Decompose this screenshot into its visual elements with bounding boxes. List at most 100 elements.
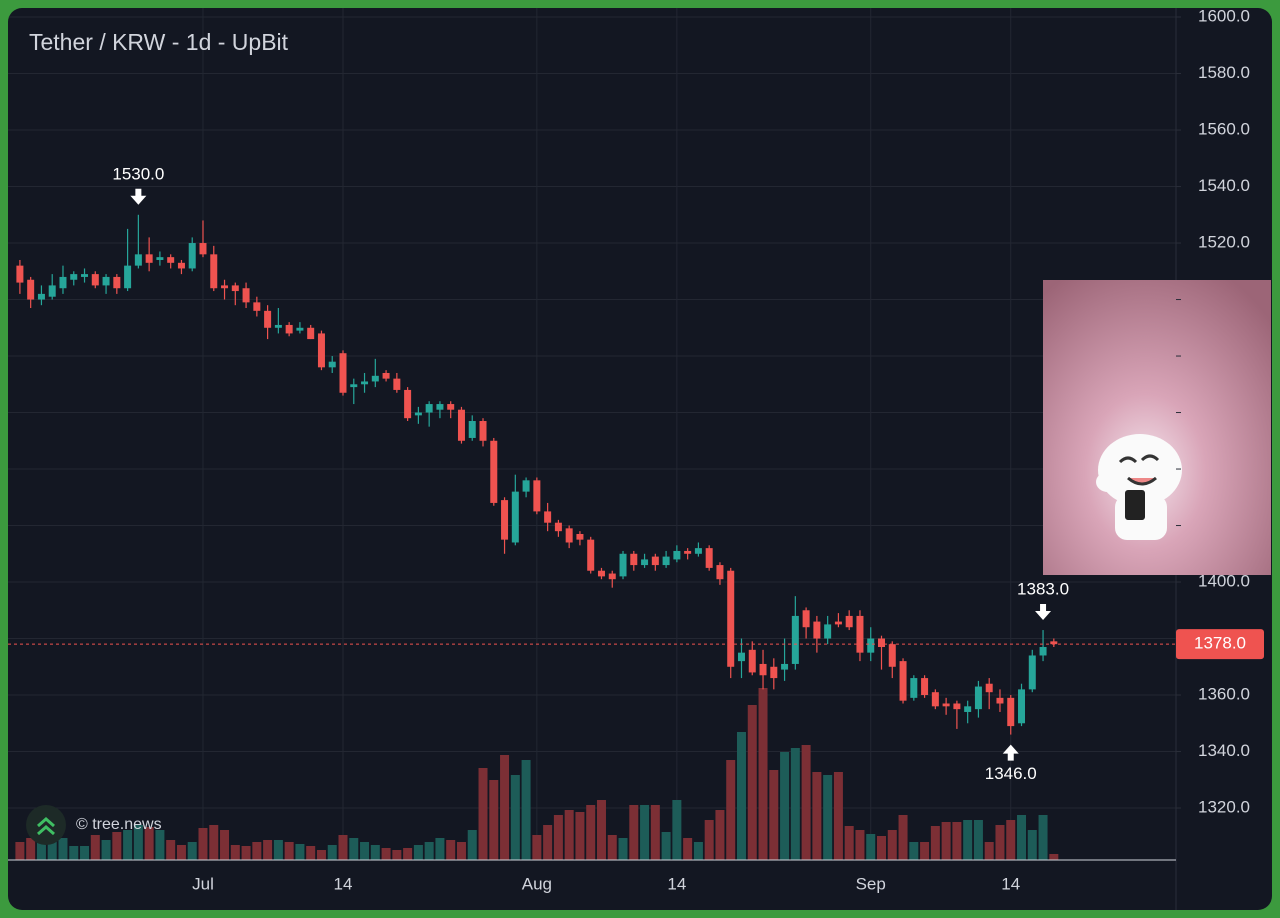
volume-bar	[747, 705, 757, 860]
volume-bar	[736, 732, 746, 860]
candle-body	[737, 652, 745, 662]
volume-bar	[790, 748, 800, 860]
annotation-arrow	[1002, 744, 1019, 761]
candle-body	[457, 409, 465, 441]
candle-body	[608, 573, 616, 580]
volume-bar	[36, 840, 46, 860]
volume-bar	[220, 830, 230, 860]
volume-bar	[349, 838, 359, 860]
volume-bar	[812, 772, 822, 860]
candle-body	[134, 254, 142, 266]
candle-body	[70, 274, 78, 280]
volume-bar	[672, 800, 682, 860]
volume-bar	[306, 846, 316, 860]
volume-bar	[995, 825, 1005, 860]
volume-bar	[758, 688, 768, 860]
candle-body	[393, 378, 401, 390]
candle-body	[307, 327, 315, 340]
sticker-image	[1043, 280, 1271, 575]
volume-bar	[144, 827, 154, 860]
candle-body	[253, 302, 261, 311]
candle-body	[501, 500, 509, 540]
volume-bar	[123, 830, 133, 860]
candle-body	[231, 285, 239, 292]
volume-bar	[198, 828, 208, 860]
volume-bar	[941, 822, 951, 860]
y-tick-label: 1580.0	[1198, 63, 1250, 82]
y-tick-label: 1520.0	[1198, 233, 1250, 252]
volume-bar	[833, 772, 843, 860]
candle-body	[931, 692, 939, 707]
last-price-box	[1176, 629, 1264, 660]
candle-body	[199, 243, 207, 255]
candle-body	[899, 661, 907, 701]
volume-bar	[952, 822, 962, 860]
volume-bar	[370, 845, 380, 860]
candle-body	[910, 678, 918, 698]
annotation-label: 1530.0	[112, 164, 164, 183]
y-tick-label: 1560.0	[1198, 120, 1250, 139]
x-tick-label: Jul	[192, 874, 214, 893]
candle-body	[167, 257, 175, 263]
volume-bar	[467, 830, 477, 860]
candle-body	[188, 243, 196, 269]
candle-body	[274, 324, 282, 328]
candle-body	[878, 638, 885, 647]
volume-bar	[241, 846, 251, 860]
candle-body	[1007, 697, 1015, 727]
candle-body	[371, 375, 379, 382]
candle-body	[770, 666, 778, 679]
volume-bar	[1038, 815, 1048, 860]
volume-bar	[607, 835, 617, 860]
candle-body	[447, 404, 455, 410]
volume-bar	[209, 825, 219, 860]
candle-body	[468, 421, 476, 438]
y-tick-label: 1600.0	[1198, 8, 1250, 26]
candle-body	[791, 615, 799, 664]
candle-body	[91, 274, 99, 286]
candle-body	[1039, 647, 1047, 656]
y-tick-label: 1400.0	[1198, 572, 1250, 591]
candle-body	[522, 480, 530, 492]
volume-bar	[866, 834, 876, 860]
candle-body	[953, 703, 961, 710]
candle-body	[921, 678, 929, 696]
candle-body	[242, 288, 250, 303]
x-tick-label: 14	[334, 874, 353, 893]
volume-bar	[704, 820, 714, 860]
volume-bar	[618, 838, 628, 860]
volume-bar	[435, 838, 445, 860]
volume-bar	[230, 845, 240, 860]
watermark: © tree.news	[26, 805, 162, 845]
candle-body	[404, 389, 412, 419]
volume-bar	[47, 835, 57, 860]
volume-bar	[381, 848, 391, 860]
volume-bar	[629, 805, 639, 860]
candle-body	[361, 381, 369, 385]
y-tick-label: 1320.0	[1198, 798, 1250, 817]
volume-bar	[80, 846, 90, 860]
x-tick-label: Aug	[522, 874, 552, 893]
volume-bar	[69, 846, 79, 860]
candle-body	[781, 663, 789, 670]
volume-bar	[263, 840, 273, 860]
volume-bar	[909, 842, 919, 860]
candle-body	[1050, 641, 1058, 645]
volume-bar	[176, 845, 186, 860]
volume-bar	[715, 810, 725, 860]
candle-body	[576, 534, 584, 540]
candle-body	[479, 421, 487, 441]
x-tick-label: 14	[1001, 874, 1020, 893]
x-tick-label: Sep	[856, 874, 886, 893]
candle-body	[285, 324, 293, 334]
volume-bar	[801, 745, 811, 860]
volume-bar	[963, 820, 973, 860]
candle-body	[716, 565, 724, 580]
volume-bar	[930, 826, 940, 860]
volume-bar	[166, 840, 176, 860]
annotation-label: 1383.0	[1017, 580, 1069, 599]
last-price-label: 1378.0	[1194, 634, 1246, 653]
volume-bar	[693, 842, 703, 860]
candle-body	[124, 265, 132, 289]
